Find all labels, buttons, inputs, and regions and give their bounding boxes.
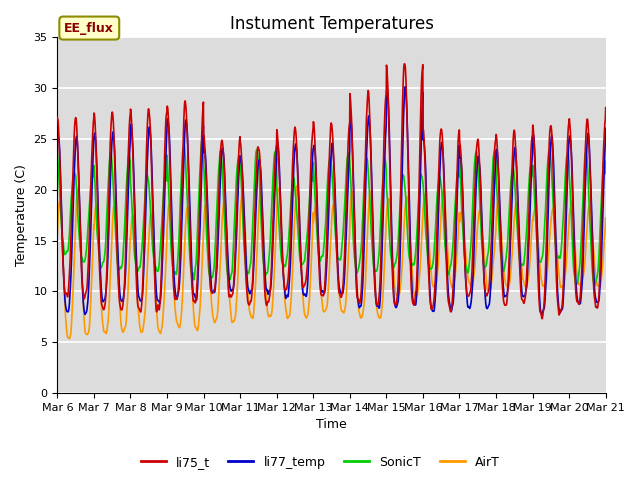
li77_temp <box>602 125 609 131</box>
AirT <box>207 283 214 288</box>
li75_t <box>207 283 214 289</box>
AirT <box>65 336 73 341</box>
Text: EE_flux: EE_flux <box>65 22 114 35</box>
AirT <box>569 208 577 214</box>
Line: li75_t: li75_t <box>58 64 605 319</box>
SonicT <box>54 148 61 154</box>
SonicT <box>348 194 355 200</box>
SonicT <box>491 147 499 153</box>
AirT <box>293 183 301 189</box>
Title: Instument Temperatures: Instument Temperatures <box>230 15 433 33</box>
SonicT <box>602 171 609 177</box>
Line: SonicT: SonicT <box>58 141 605 286</box>
li75_t <box>602 105 609 110</box>
AirT <box>360 305 367 311</box>
li77_temp <box>207 270 214 276</box>
Line: li77_temp: li77_temp <box>58 87 605 314</box>
SonicT <box>554 254 561 260</box>
li77_temp <box>401 84 409 90</box>
AirT <box>602 215 609 221</box>
li77_temp <box>81 312 89 317</box>
li77_temp <box>554 289 561 295</box>
Legend: li75_t, li77_temp, SonicT, AirT: li75_t, li77_temp, SonicT, AirT <box>136 451 504 474</box>
SonicT <box>591 283 598 288</box>
li77_temp <box>492 167 499 173</box>
li77_temp <box>54 136 61 142</box>
li77_temp <box>348 122 355 128</box>
li75_t <box>348 109 355 115</box>
li75_t <box>401 61 408 67</box>
li75_t <box>554 299 561 304</box>
AirT <box>54 230 61 236</box>
SonicT <box>198 138 206 144</box>
SonicT <box>360 195 367 201</box>
X-axis label: Time: Time <box>316 419 347 432</box>
li77_temp <box>569 191 577 196</box>
SonicT <box>569 247 577 253</box>
SonicT <box>207 275 214 280</box>
AirT <box>554 256 561 262</box>
li75_t <box>54 115 61 120</box>
Line: AirT: AirT <box>58 186 605 338</box>
li75_t <box>491 143 499 148</box>
li75_t <box>538 316 546 322</box>
li77_temp <box>360 265 367 271</box>
AirT <box>492 237 499 242</box>
Y-axis label: Temperature (C): Temperature (C) <box>15 164 28 266</box>
li75_t <box>569 207 577 213</box>
li75_t <box>359 237 367 243</box>
AirT <box>348 189 356 194</box>
